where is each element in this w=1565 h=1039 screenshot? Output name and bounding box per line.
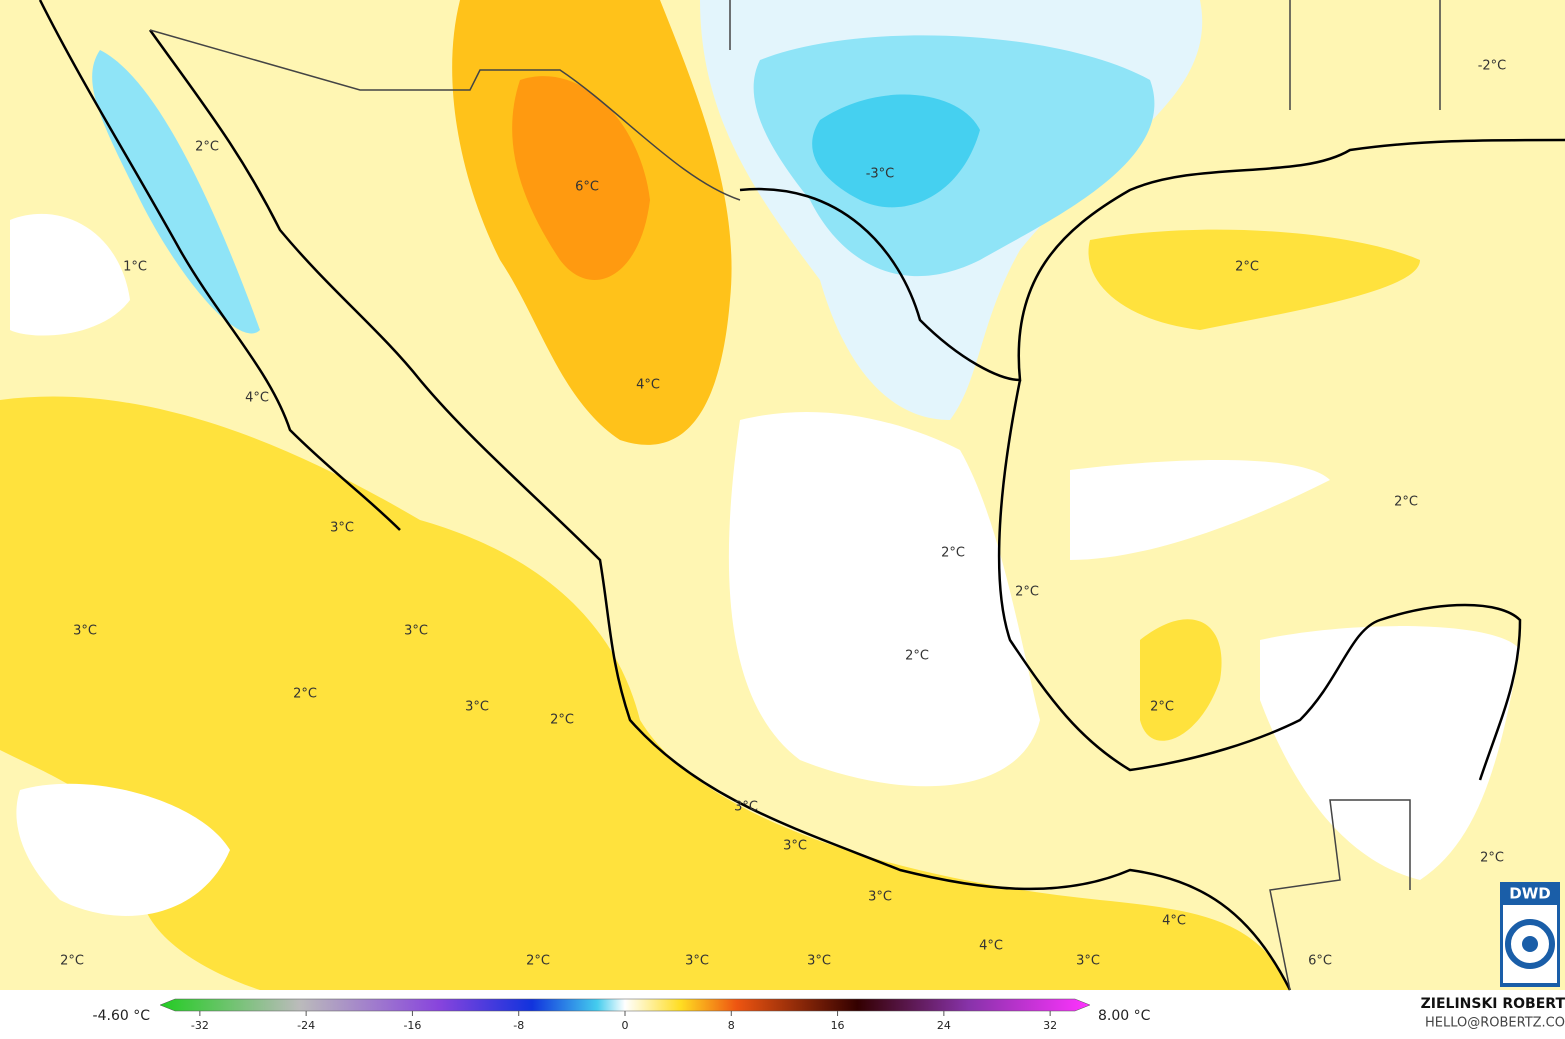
colorbar-ramp: [159, 998, 1091, 1012]
colorbar-tick-label: -16: [403, 1019, 421, 1032]
map: [0, 0, 1565, 991]
colorbar-max: 8.00 °C: [1098, 1008, 1151, 1024]
contour-label: 2°C: [195, 140, 219, 155]
colorbar-min: -4.60 °C: [93, 1008, 151, 1024]
contour-label: 4°C: [1162, 914, 1186, 929]
contour-label: 3°C: [868, 890, 892, 905]
baja-cold: [92, 50, 260, 334]
gulf-warm: [1088, 229, 1420, 330]
contour-label: 2°C: [905, 649, 929, 664]
contour-label: 3°C: [465, 700, 489, 715]
contour-label: 3°C: [783, 839, 807, 854]
colorbar-tick-label: -24: [297, 1019, 315, 1032]
contour-label: -2°C: [1478, 59, 1507, 74]
contour-label: 2°C: [1480, 851, 1504, 866]
hot-core: [512, 76, 650, 280]
contour-label: 4°C: [636, 378, 660, 393]
contour-label: 4°C: [979, 939, 1003, 954]
contour-label: 3°C: [1076, 954, 1100, 969]
gulf-white: [1070, 460, 1330, 560]
borders: [149, 0, 1441, 991]
colorbar-tick-label: -32: [191, 1019, 209, 1032]
contour-label: 3°C: [330, 521, 354, 536]
pacific-white: [10, 213, 130, 336]
contour-label: 2°C: [941, 546, 965, 561]
colorbar-tick-label: 32: [1043, 1019, 1057, 1032]
contour-label: 3°C: [685, 954, 709, 969]
contour-label: 3°C: [73, 624, 97, 639]
contour-label: 2°C: [293, 687, 317, 702]
contour-label: 3°C: [404, 624, 428, 639]
contour-label: 2°C: [1150, 700, 1174, 715]
logo-eye: [1522, 936, 1538, 952]
contour-label: 6°C: [1308, 954, 1332, 969]
contour-label: 3°C: [807, 954, 831, 969]
logo-text: DWD: [1509, 885, 1550, 903]
contact: HELLO@ROBERTZ.CO: [1425, 1016, 1565, 1031]
cold-core: [812, 94, 980, 208]
contour-label: 2°C: [550, 713, 574, 728]
contour-label: 3°C: [734, 800, 758, 815]
colorbar-tick-label: 8: [728, 1019, 735, 1032]
colorbar-tick-label: 24: [937, 1019, 951, 1032]
contour-label: 2°C: [1015, 585, 1039, 600]
contour-label: 4°C: [245, 391, 269, 406]
coastline: [38, 0, 1565, 991]
colorbar-tick-label: 0: [622, 1019, 629, 1032]
contour-label: 1°C: [123, 260, 147, 275]
contour-label: 2°C: [60, 954, 84, 969]
ocean-warm: [0, 396, 1290, 990]
author: ZIELINSKI ROBERT: [1421, 996, 1565, 1012]
logo-swirl: [1505, 919, 1555, 969]
colorbar-tick-label: 16: [831, 1019, 845, 1032]
contour-labels: 2°C 1°C 4°C 3°C 3°C 3°C 2°C 3°C 2°C 6°C 4°C -3°C -2°…: [60, 59, 1506, 969]
contour-label: -3°C: [866, 167, 895, 182]
gulf-warm-2: [1140, 619, 1222, 741]
contour-label: 2°C: [1394, 495, 1418, 510]
contour-label: 2°C: [526, 954, 550, 969]
contour-label: 2°C: [1235, 260, 1259, 275]
contour-label: 6°C: [575, 180, 599, 195]
credits: ZIELINSKI ROBERT HELLO@ROBERTZ.CO DWD: [1421, 882, 1565, 1031]
colorbar-tick-label: -8: [513, 1019, 524, 1032]
colorbar: -4.60 °C 8.00 °C -32 -24 -16 -8 0 8 16 24 32: [93, 998, 1151, 1032]
highland-white: [728, 411, 1040, 787]
pacific-white-2: [16, 783, 230, 916]
